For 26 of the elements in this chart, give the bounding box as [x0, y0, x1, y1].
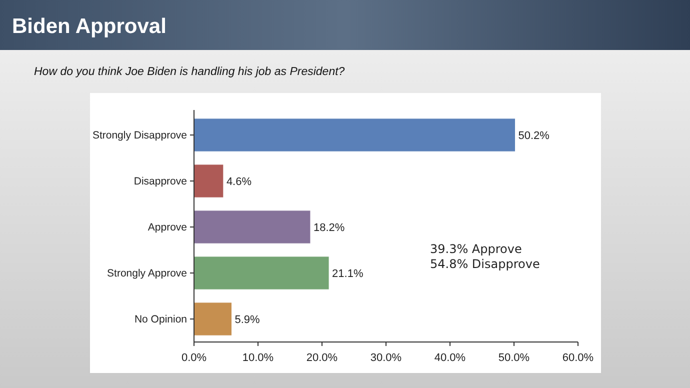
- bar: [194, 302, 232, 336]
- x-tick-label: 60.0%: [562, 352, 594, 364]
- chart-subtitle: How do you think Joe Biden is handling his job as President?: [34, 66, 346, 78]
- x-tick-label: 0.0%: [181, 352, 207, 364]
- y-tick-label: Disapprove: [134, 176, 188, 188]
- y-tick-label: Approve: [148, 222, 188, 234]
- data-label: 50.2%: [518, 130, 550, 142]
- bar: [194, 256, 330, 290]
- y-tick-label: Strongly Disapprove: [92, 130, 188, 142]
- y-tick-label: Strongly Approve: [107, 268, 188, 280]
- data-label: 21.1%: [332, 268, 364, 280]
- y-tick-label: No Opinion: [134, 314, 188, 326]
- annotation: 39.3% Approve: [430, 242, 522, 256]
- data-label: 18.2%: [313, 222, 345, 234]
- annotation: 54.8% Disapprove: [430, 257, 540, 271]
- x-tick-label: 50.0%: [498, 352, 530, 364]
- bar: [194, 164, 224, 198]
- x-tick-label: 20.0%: [306, 352, 338, 364]
- bar: [194, 210, 311, 244]
- data-label: 5.9%: [234, 314, 260, 326]
- chart-title: Biden Approval: [12, 15, 166, 38]
- bar: [194, 118, 516, 152]
- x-tick-label: 40.0%: [434, 352, 466, 364]
- data-label: 4.6%: [226, 176, 252, 188]
- x-tick-label: 30.0%: [370, 352, 402, 364]
- x-tick-label: 10.0%: [242, 352, 274, 364]
